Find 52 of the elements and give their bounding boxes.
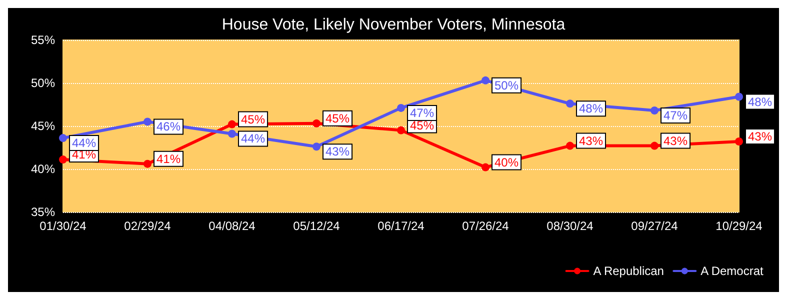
point	[59, 134, 67, 142]
y-tick-label: 40%	[30, 162, 56, 176]
legend-label: A Democrat	[700, 264, 764, 278]
data-label: 44%	[241, 132, 266, 146]
data-label: 43%	[326, 144, 350, 159]
x-tick-label: 09/27/24	[631, 219, 678, 233]
point	[312, 119, 320, 128]
x-tick-label: 05/12/24	[293, 219, 340, 233]
x-tick-label: 10/29/24	[716, 219, 763, 233]
data-label: 45%	[410, 118, 434, 132]
data-label: 48%	[579, 102, 604, 116]
data-label: 45%	[241, 112, 266, 126]
point	[144, 118, 152, 126]
point	[566, 142, 574, 150]
point	[482, 163, 490, 172]
data-label: 43%	[748, 129, 772, 144]
point	[482, 76, 490, 84]
point	[397, 126, 405, 134]
x-tick-label: 08/30/24	[546, 219, 594, 233]
x-tick-label: 04/08/24	[208, 219, 256, 233]
point	[735, 137, 743, 146]
point	[735, 92, 743, 101]
point	[566, 100, 574, 108]
data-label: 50%	[494, 78, 519, 92]
y-tick-label: 50%	[30, 76, 56, 90]
data-label: 45%	[326, 111, 350, 126]
data-label: 40%	[494, 155, 519, 170]
point	[650, 106, 658, 115]
x-tick-label: 07/26/24	[462, 219, 510, 233]
y-tick-label: 45%	[30, 119, 56, 133]
legend-label: A Republican	[593, 264, 664, 278]
chart-title: House Vote, Likely November Voters, Minnesota	[222, 16, 566, 34]
x-tick-label: 02/29/24	[124, 219, 172, 233]
x-tick-label: 06/17/24	[378, 219, 425, 233]
data-label: 46%	[156, 120, 181, 134]
point	[144, 160, 152, 168]
data-label: 43%	[664, 134, 688, 148]
data-label: 43%	[579, 134, 604, 148]
point	[59, 156, 67, 164]
data-label: 48%	[748, 94, 772, 109]
data-label: 41%	[156, 152, 181, 166]
point	[228, 130, 236, 138]
point	[397, 104, 405, 112]
y-tick-label: 55%	[30, 33, 56, 47]
point	[650, 142, 658, 150]
x-tick-label: 01/30/24	[40, 219, 87, 233]
point	[228, 120, 236, 128]
y-tick-label: 35%	[30, 205, 56, 219]
data-label: 44%	[72, 136, 96, 150]
point	[312, 142, 320, 151]
data-label: 47%	[664, 108, 688, 123]
data-label: 47%	[410, 106, 434, 120]
